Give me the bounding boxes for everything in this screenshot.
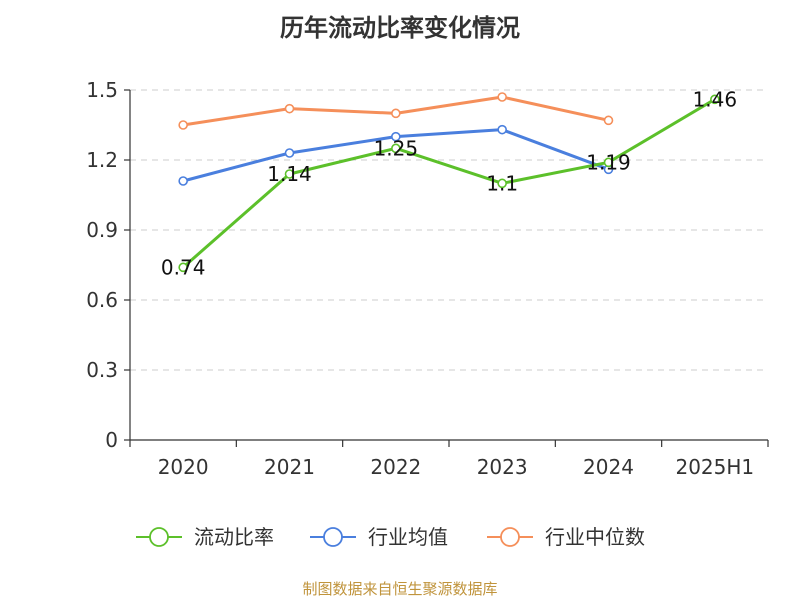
data-point <box>710 94 720 105</box>
data-point <box>284 103 295 114</box>
data-point <box>284 148 295 158</box>
series-lines <box>178 92 720 273</box>
y-tick-label: 0.6 <box>86 288 118 312</box>
data-point <box>178 176 188 186</box>
data-point <box>391 143 401 154</box>
data-label: 1.25 <box>374 136 419 160</box>
legend-label: 行业均值 <box>368 525 448 549</box>
x-tick-label: 2023 <box>477 455 528 479</box>
data-labels: 0.74 1.14 1.25 1.1 1.19 1.46 <box>161 87 737 279</box>
y-tick-label: 1.5 <box>86 78 118 102</box>
x-tick-label: 2020 <box>158 455 209 479</box>
source-note: 制图数据来自恒生聚源数据库 <box>302 580 498 598</box>
data-label: 1.14 <box>267 162 312 186</box>
data-point <box>497 92 507 102</box>
data-point <box>497 124 507 135</box>
legend-label: 行业中位数 <box>545 525 645 549</box>
data-point <box>603 115 614 126</box>
y-tick-label: 0.3 <box>86 358 118 382</box>
data-label: 0.74 <box>161 255 206 279</box>
legend-marker <box>149 527 169 547</box>
legend-marker <box>500 527 520 547</box>
data-point <box>391 108 401 119</box>
y-tick-label: 0.9 <box>86 218 118 242</box>
data-point <box>178 262 188 273</box>
legend-marker <box>323 527 343 547</box>
y-tick-label: 1.2 <box>86 148 118 172</box>
data-point <box>178 120 188 130</box>
data-point <box>603 157 614 168</box>
x-tick-label: 2022 <box>370 455 421 479</box>
chart-title: 历年流动比率变化情况 <box>280 14 520 42</box>
data-point <box>391 131 401 142</box>
data-point <box>497 178 507 189</box>
x-tick-label: 2021 <box>264 455 315 479</box>
data-label: 1.1 <box>486 171 518 195</box>
series-line <box>182 98 716 269</box>
axes: 0 0.3 0.6 0.9 1.2 1.5 2020 2021 2022 2023 2024 2025… <box>86 78 769 479</box>
y-tick-label: 0 <box>105 428 118 452</box>
data-point <box>284 169 295 179</box>
x-tick-label: 2024 <box>583 455 634 479</box>
legend: 流动比率 行业均值 行业中位数 <box>136 525 645 549</box>
data-label: 1.46 <box>693 87 738 111</box>
x-tick-label: 2025H1 <box>675 455 754 479</box>
grid-lines <box>130 89 768 371</box>
data-label: 1.19 <box>586 150 631 174</box>
legend-label: 流动比率 <box>194 525 274 549</box>
